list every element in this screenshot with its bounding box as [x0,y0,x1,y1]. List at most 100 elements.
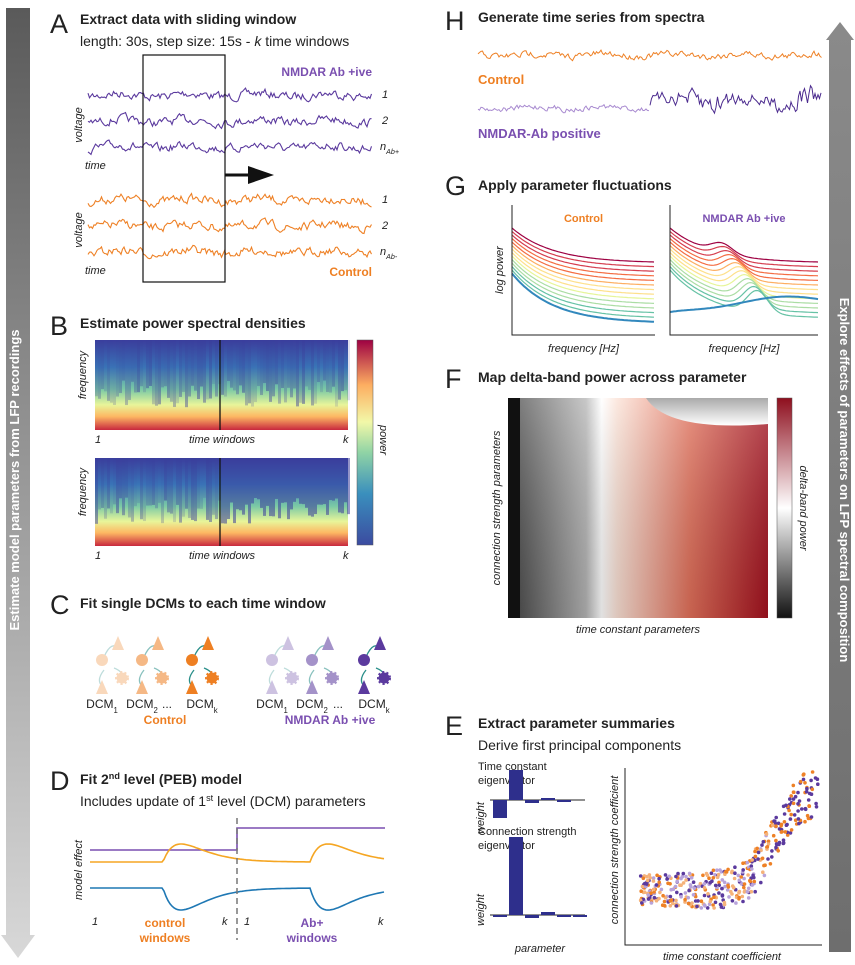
scatter-point [695,904,699,909]
map-region [646,398,768,426]
scatter-point [739,882,744,886]
spectrogram-strip [317,458,320,505]
spectrogram-strip [341,340,344,392]
scatter-point [781,838,786,842]
spectrogram-strip [209,340,212,399]
scatter-point [696,884,701,889]
scatter-point [652,890,656,894]
trace [87,192,372,209]
spectrogram-strip [263,458,266,516]
spectrum-curve [669,245,819,286]
scatter-point [726,883,730,888]
spectrogram-strip [254,340,257,403]
scatter-point [718,868,722,872]
scatter-point [733,865,737,869]
spectrum-curve [669,231,819,268]
panel-letter: G [445,171,466,201]
spectrogram-strip [176,458,179,505]
spectrogram-strip [329,340,332,393]
spectrogram-strip [206,458,209,520]
spectrogram-strip [314,340,317,404]
spectrum-curve [511,252,655,295]
scatter-point [762,873,767,878]
scatter-point [774,824,778,828]
scatter-point [716,872,721,877]
label: nAb+ [380,141,399,156]
spectrum-curve [511,248,655,291]
scatter-point [760,843,764,847]
spectrogram-strip [284,458,287,503]
spectrogram-strip [182,340,185,392]
scatter-point [699,906,704,910]
spectrogram-strip [236,458,239,510]
scatter-point [796,817,801,821]
scatter-point [806,798,811,802]
scatter-point [782,812,787,816]
label: log power [494,245,506,294]
label: DCM2 [126,697,158,715]
scatter-point [800,807,804,811]
scatter-point [809,815,814,819]
scatter-point [720,894,725,898]
spectrogram-strip [152,458,155,505]
scatter-point [658,890,662,895]
scatter-point [774,815,778,820]
spectrogram-strip [221,340,224,395]
trace [87,244,372,260]
scatter-point [742,882,747,886]
spectrogram-strip [338,458,341,513]
spectrum-curve [669,248,819,291]
label: DCM1 [86,697,118,715]
scatter-point [737,895,741,900]
trace [477,103,650,114]
scatter-point [655,873,659,878]
scatter-point [651,887,656,892]
label: DCMk [186,697,217,715]
scatter-point [701,873,705,878]
scatter-point [652,895,657,900]
spectrogram-strip [305,340,308,387]
scatter-point [657,880,661,885]
spectrum-curve [669,266,819,314]
label: eigenvector [478,775,535,787]
scatter-point [788,797,792,801]
spectrogram-strip [155,340,158,406]
neuron [205,671,219,685]
spectrogram-strip [164,458,167,501]
scatter-point [649,891,653,895]
spectrogram-strip [167,458,170,513]
panel-title: Fit 2nd level (PEB) model [80,771,242,787]
scatter-point [742,885,746,890]
spectrogram-strip [134,340,137,393]
scatter-point [750,867,754,871]
scatter-point [706,892,710,896]
scatter-point [686,895,690,900]
spectrogram-strip [308,458,311,516]
spectrogram-strip [302,340,305,404]
scatter-point [807,804,812,808]
map-shade [508,398,768,618]
spectrogram-strip [125,340,128,406]
scatter-point [712,895,716,899]
scatter-point [669,887,673,892]
connection [98,645,123,687]
spectrogram-strip [185,458,188,509]
panel-letter: E [445,711,463,741]
dcm-icon [186,636,219,694]
scatter-point [768,862,773,866]
text-part: Fit 2 [80,771,109,787]
axes [624,768,822,946]
scatter-point [789,794,793,798]
neuron [266,654,278,666]
spectrogram-strip [119,340,122,394]
scatter-point [717,880,721,885]
label: Connection strength [478,826,576,838]
scatter-point [798,779,803,784]
spectrogram-strip [191,340,194,386]
scatter-point [753,889,757,894]
neuron [358,680,370,694]
scatter-point [711,876,716,880]
panel-title: Apply parameter fluctuations [478,177,672,193]
scatter-point [741,861,745,865]
spectrogram-strip [329,458,332,501]
